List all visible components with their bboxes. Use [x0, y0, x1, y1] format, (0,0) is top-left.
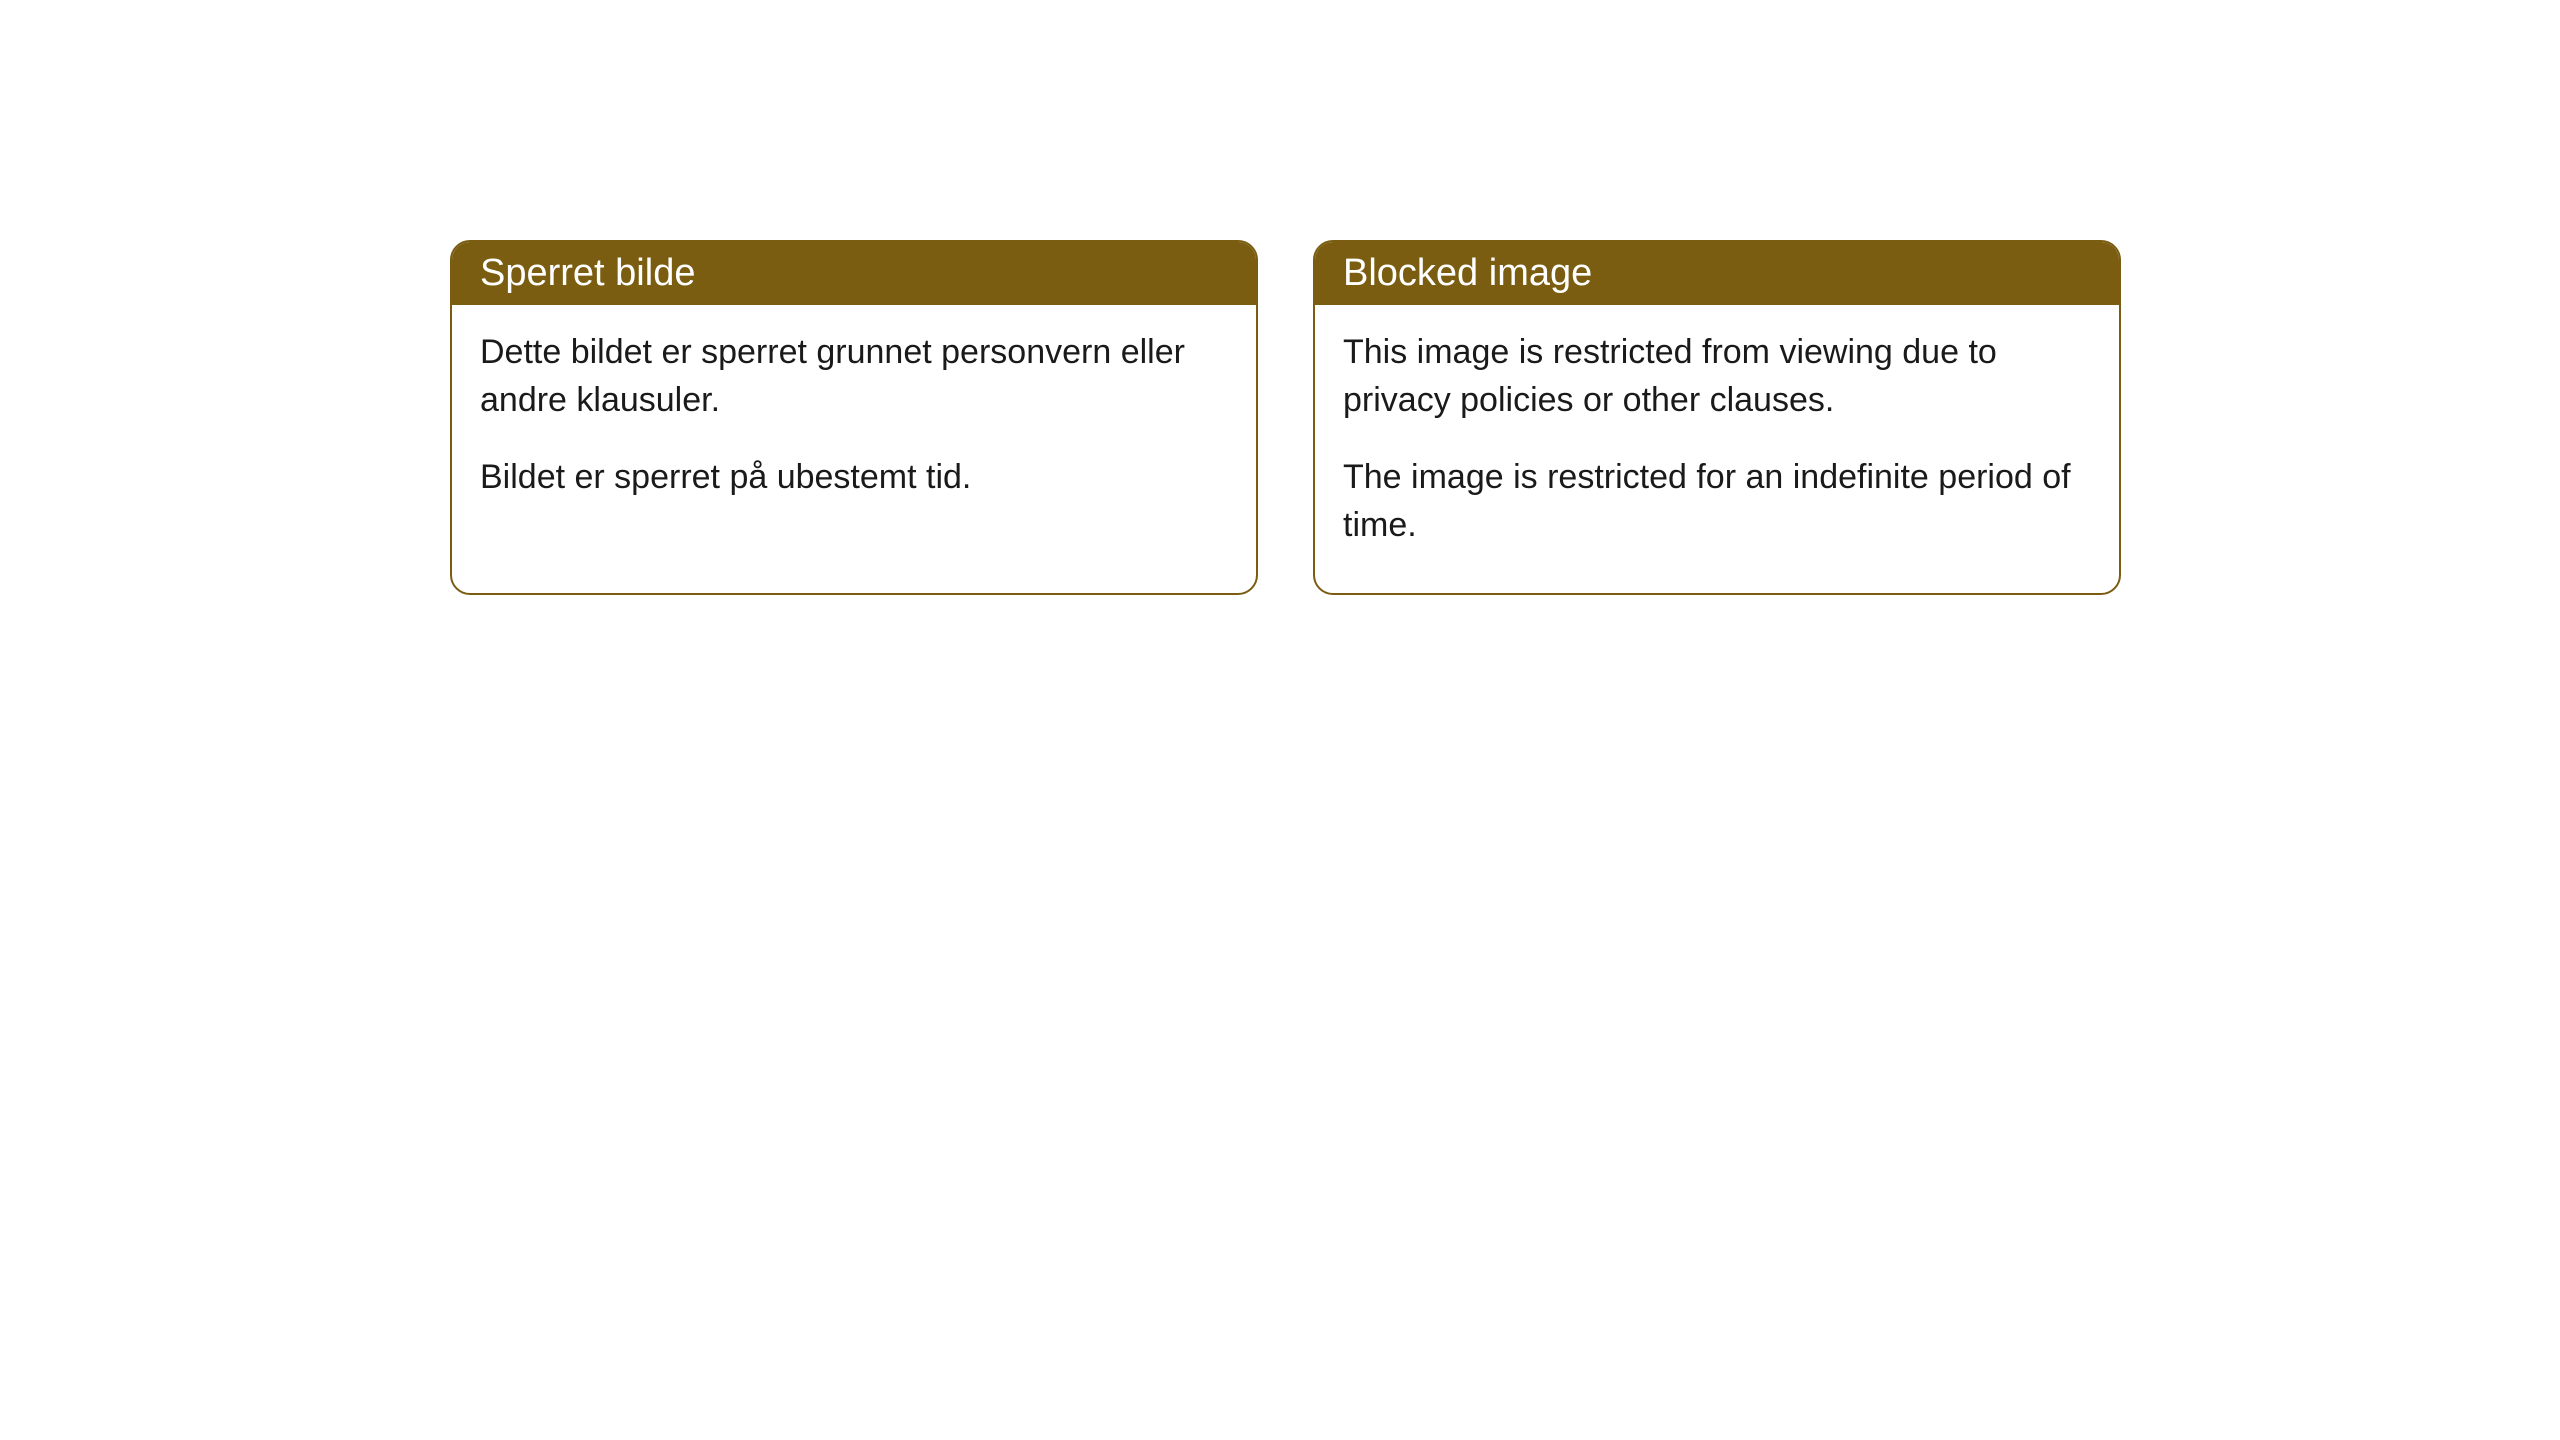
card-title: Blocked image: [1343, 252, 1592, 294]
card-header: Sperret bilde: [452, 242, 1256, 305]
card-header: Blocked image: [1315, 242, 2119, 305]
notice-card-norwegian: Sperret bilde Dette bildet er sperret gr…: [450, 240, 1258, 595]
card-body: Dette bildet er sperret grunnet personve…: [452, 305, 1256, 546]
card-paragraph: The image is restricted for an indefinit…: [1343, 454, 2091, 549]
card-body: This image is restricted from viewing du…: [1315, 305, 2119, 593]
card-paragraph: Dette bildet er sperret grunnet personve…: [480, 329, 1228, 424]
card-paragraph: Bildet er sperret på ubestemt tid.: [480, 454, 1228, 502]
card-paragraph: This image is restricted from viewing du…: [1343, 329, 2091, 424]
card-title: Sperret bilde: [480, 252, 695, 294]
notice-card-english: Blocked image This image is restricted f…: [1313, 240, 2121, 595]
notice-cards-container: Sperret bilde Dette bildet er sperret gr…: [450, 240, 2121, 595]
